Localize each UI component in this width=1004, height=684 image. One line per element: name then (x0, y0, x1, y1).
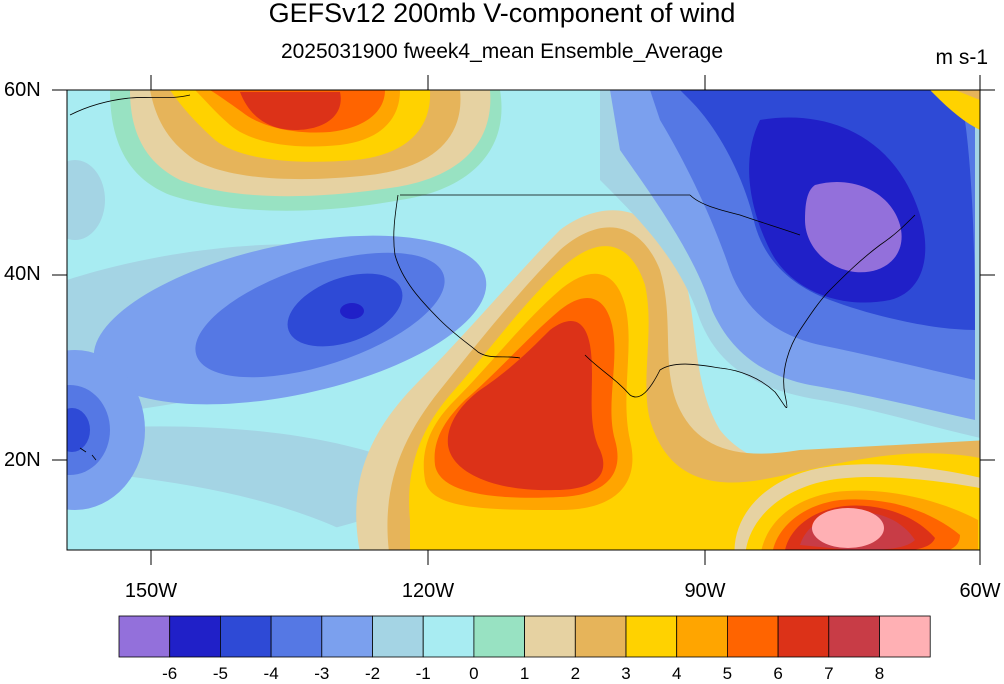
colorbar-tick-label: 0 (469, 664, 479, 683)
colorbar-swatch (676, 615, 728, 658)
colorbar-swatch (321, 615, 373, 658)
colorbar (118, 615, 931, 658)
axis-ticks (52, 75, 995, 565)
colorbar-tick-label: -1 (415, 664, 431, 683)
colorbar-swatch (372, 615, 424, 658)
colorbar-swatch (473, 615, 525, 658)
colorbar-swatch (270, 615, 323, 658)
lat-label-40n: 40N (4, 263, 41, 285)
colorbar-tick-label: 6 (773, 664, 783, 683)
lon-label-120w: 120W (401, 580, 455, 602)
colorbar-swatch (219, 615, 272, 658)
lat-label-20n: 20N (4, 449, 41, 471)
wind-field (67, 90, 980, 550)
colorbar-swatch (879, 615, 931, 658)
colorbar-swatch (524, 615, 576, 658)
map-subtitle: 2025031900 fweek4_mean Ensemble_Average (280, 40, 724, 63)
colorbar-tick-label: -6 (162, 664, 178, 683)
colorbar-swatch (169, 615, 221, 658)
colorbar-swatch (118, 615, 171, 658)
colorbar-tick-label: 8 (874, 664, 885, 683)
colorbar-tick-label: 3 (621, 664, 631, 683)
colorbar-swatch (828, 615, 880, 658)
colorbar-tick-label: 2 (570, 664, 581, 683)
plot-frame (66, 89, 981, 551)
colorbar-swatch (727, 615, 779, 658)
colorbar-swatch (625, 615, 678, 658)
colorbar-tick-label: -5 (212, 664, 228, 683)
colorbar-swatch (422, 615, 475, 658)
lat-label-60n: 60N (4, 79, 41, 101)
coastlines (69, 94, 916, 461)
colorbar-tick-label: 1 (519, 664, 530, 683)
lon-label-60w: 60W (959, 580, 1001, 602)
colorbar-swatch (777, 615, 830, 658)
colorbar-swatch (574, 615, 627, 658)
colorbar-tick-label: 7 (824, 664, 834, 683)
lon-label-150w: 150W (124, 580, 178, 602)
units-label: m s-1 (935, 46, 989, 69)
colorbar-tick-label: -2 (364, 664, 381, 683)
lon-label-90w: 90W (684, 580, 726, 602)
colorbar-tick-label: -3 (314, 664, 330, 683)
map-title: GEFSv12 200mb V-component of wind (268, 0, 736, 28)
colorbar-tick-label: 4 (671, 664, 682, 683)
colorbar-tick-label: -4 (263, 664, 279, 683)
colorbar-tick-label: 5 (722, 664, 733, 683)
